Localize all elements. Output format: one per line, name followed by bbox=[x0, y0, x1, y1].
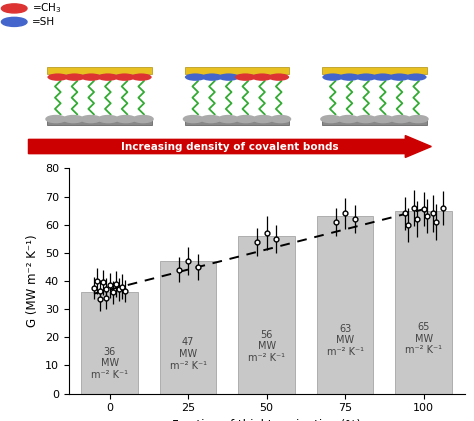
Bar bbox=[47, 67, 152, 74]
Circle shape bbox=[406, 73, 427, 81]
Text: 65
MW
m⁻² K⁻¹: 65 MW m⁻² K⁻¹ bbox=[405, 322, 442, 355]
Circle shape bbox=[116, 115, 136, 123]
Circle shape bbox=[271, 115, 291, 123]
Bar bbox=[238, 236, 295, 394]
Circle shape bbox=[373, 73, 393, 81]
Circle shape bbox=[98, 73, 118, 81]
Circle shape bbox=[46, 115, 66, 123]
Bar bbox=[82, 292, 138, 394]
Bar bbox=[322, 67, 427, 74]
Circle shape bbox=[321, 115, 341, 123]
Bar bbox=[395, 210, 452, 394]
Circle shape bbox=[185, 73, 206, 81]
Text: 47
MW
m⁻² K⁻¹: 47 MW m⁻² K⁻¹ bbox=[170, 337, 207, 370]
Circle shape bbox=[408, 115, 428, 123]
Circle shape bbox=[373, 115, 393, 123]
Text: Increasing density of covalent bonds: Increasing density of covalent bonds bbox=[121, 141, 339, 152]
Bar bbox=[47, 119, 152, 125]
Bar bbox=[185, 119, 289, 125]
X-axis label: Fraction of thiol termination (%): Fraction of thiol termination (%) bbox=[172, 419, 361, 421]
Circle shape bbox=[235, 73, 256, 81]
Circle shape bbox=[1, 4, 27, 13]
Circle shape bbox=[252, 73, 273, 81]
Circle shape bbox=[201, 115, 221, 123]
Circle shape bbox=[338, 115, 358, 123]
Text: 56
MW
m⁻² K⁻¹: 56 MW m⁻² K⁻¹ bbox=[248, 330, 285, 363]
Circle shape bbox=[236, 115, 255, 123]
Circle shape bbox=[131, 73, 152, 81]
Circle shape bbox=[391, 115, 410, 123]
Circle shape bbox=[389, 73, 410, 81]
Circle shape bbox=[98, 115, 118, 123]
Bar bbox=[322, 119, 427, 125]
Circle shape bbox=[322, 73, 343, 81]
Text: =SH: =SH bbox=[32, 17, 55, 27]
Text: 63
MW
m⁻² K⁻¹: 63 MW m⁻² K⁻¹ bbox=[327, 324, 364, 357]
Bar bbox=[317, 216, 374, 394]
Circle shape bbox=[183, 115, 203, 123]
Circle shape bbox=[133, 115, 153, 123]
Bar bbox=[185, 67, 289, 74]
Circle shape bbox=[219, 115, 238, 123]
Y-axis label: G (MW m⁻² K⁻¹): G (MW m⁻² K⁻¹) bbox=[27, 234, 39, 328]
Circle shape bbox=[218, 73, 239, 81]
Circle shape bbox=[339, 73, 360, 81]
Circle shape bbox=[356, 115, 376, 123]
Circle shape bbox=[114, 73, 135, 81]
Circle shape bbox=[253, 115, 273, 123]
Circle shape bbox=[64, 115, 83, 123]
Circle shape bbox=[268, 73, 289, 81]
Circle shape bbox=[81, 115, 101, 123]
Circle shape bbox=[47, 73, 68, 81]
Bar bbox=[160, 261, 216, 394]
Circle shape bbox=[81, 73, 101, 81]
Circle shape bbox=[356, 73, 376, 81]
Circle shape bbox=[64, 73, 85, 81]
FancyArrow shape bbox=[28, 136, 431, 157]
Text: 36
MW
m⁻² K⁻¹: 36 MW m⁻² K⁻¹ bbox=[91, 346, 128, 380]
Text: =CH$_3$: =CH$_3$ bbox=[32, 2, 62, 15]
Circle shape bbox=[1, 17, 27, 27]
Circle shape bbox=[201, 73, 222, 81]
